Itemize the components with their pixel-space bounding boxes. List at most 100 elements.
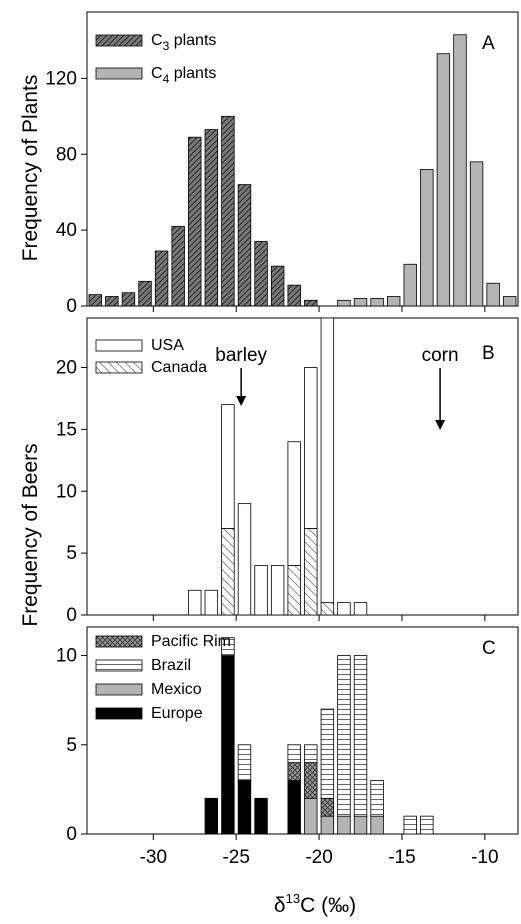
- panel-a-plants: 0 40 80 120 C3 plants C4 plants: [45, 11, 519, 317]
- bar-europe: [221, 655, 235, 835]
- bar-usa: [320, 317, 335, 604]
- bar-brazil: [353, 655, 368, 817]
- bar-usa: [270, 565, 285, 616]
- plot-frame-a: [86, 11, 519, 307]
- bar-c4-plants: [353, 298, 368, 307]
- legend-swatch-brazil: [95, 659, 143, 672]
- bar-c3-plants: [221, 115, 235, 307]
- legend-label-brazil: Brazil: [151, 657, 191, 674]
- bar-canada: [304, 527, 318, 616]
- legend-swatch-c4-plants: [95, 67, 143, 80]
- x-axis-label: δ13C (‰): [274, 891, 356, 917]
- bar-canada: [287, 565, 301, 616]
- legend-label-pacific-rim: Pacific Rim: [151, 633, 231, 650]
- bar-c4-plants: [370, 298, 384, 307]
- x-tick-label: -10: [471, 847, 498, 868]
- bar-europe: [254, 797, 268, 835]
- panel-letter-b: B: [482, 343, 495, 364]
- bar-c3-plants: [204, 129, 219, 307]
- bar-c4-plants: [453, 34, 467, 307]
- bar-usa: [337, 602, 351, 616]
- bar-c3-plants: [121, 292, 136, 307]
- panel-b-beers-north-america: 0 5 10 15 20 USA Canada barley corn: [56, 317, 519, 626]
- panel-c-beers-other-regions: 0 5 10 -30 -25 -20 -15 -10 Pacific Rim Brazil Mexi…: [56, 626, 519, 868]
- plot-frame-b: [86, 317, 519, 616]
- bar-pacific-rim: [287, 762, 301, 781]
- bar-usa: [254, 565, 268, 616]
- bar-europe: [287, 780, 301, 835]
- bar-brazil: [403, 815, 417, 835]
- bar-usa: [188, 589, 202, 616]
- y-tick-label: 40: [56, 220, 77, 241]
- bar-c4-plants: [436, 53, 451, 307]
- bar-c3-plants: [237, 184, 252, 307]
- legend-swatch-canada: [95, 361, 143, 374]
- bar-c4-plants: [486, 282, 500, 307]
- legend-label-canada: Canada: [151, 359, 207, 376]
- bar-usa: [204, 589, 219, 616]
- legend-label-c4-plants: C4 plants: [151, 65, 216, 86]
- y-tick-label: 0: [66, 605, 77, 626]
- panel-letter-c: C: [482, 638, 496, 659]
- x-tick-label: -25: [222, 847, 249, 868]
- x-axis-label-superscript: 13: [286, 891, 300, 906]
- y-tick-label: 10: [56, 481, 77, 502]
- bar-mexico: [304, 797, 318, 835]
- bar-c4-plants: [337, 299, 351, 307]
- bar-c4-plants: [469, 161, 484, 307]
- annotation-corn: corn: [422, 345, 459, 366]
- bar-brazil: [237, 744, 252, 781]
- bar-mexico: [337, 815, 351, 835]
- bar-c3-plants: [270, 265, 285, 307]
- bar-mexico: [370, 815, 384, 835]
- bar-usa: [237, 503, 252, 616]
- bar-c3-plants: [287, 284, 301, 307]
- bar-europe: [237, 780, 252, 835]
- panel-letter-a: A: [482, 33, 495, 54]
- bar-brazil: [304, 744, 318, 764]
- legend-swatch-c3-plants: [95, 34, 143, 47]
- y-tick-label: 120: [45, 68, 77, 89]
- x-tick-label: -30: [140, 847, 167, 868]
- x-axis-label-rest: C (‰): [300, 894, 356, 917]
- annotation-arrowhead-barley: [236, 396, 247, 406]
- bar-brazil: [221, 637, 235, 656]
- bar-usa: [304, 367, 318, 529]
- legend-swatch-europe: [95, 707, 143, 720]
- x-axis-label-delta: δ: [274, 894, 286, 917]
- y-tick-label: 0: [66, 296, 77, 317]
- bar-canada: [320, 602, 335, 616]
- annotation-barley: barley: [215, 345, 267, 366]
- bar-c3-plants: [138, 280, 152, 307]
- bar-mexico: [353, 815, 368, 835]
- y-tick-label: 5: [66, 735, 77, 756]
- bar-brazil: [337, 655, 351, 817]
- legend-swatch-pacific-rim: [95, 635, 143, 648]
- y-axis-label-beers: Frequency of Beers: [19, 443, 42, 626]
- bar-c3-plants: [304, 299, 318, 307]
- bar-usa: [221, 404, 235, 529]
- y-tick-label: 15: [56, 419, 77, 440]
- y-tick-label: 80: [56, 144, 77, 165]
- legend-label-europe: Europe: [151, 705, 203, 722]
- bar-c4-plants: [403, 263, 417, 307]
- bar-c4-plants: [420, 169, 434, 307]
- bar-europe: [204, 797, 219, 835]
- y-tick-label: 5: [66, 543, 77, 564]
- y-tick-label: 0: [66, 824, 77, 845]
- x-tick-label: -15: [388, 847, 415, 868]
- bar-pacific-rim: [304, 762, 318, 799]
- legend-swatch-usa: [95, 339, 143, 352]
- y-tick-label: 20: [56, 358, 77, 379]
- bar-c3-plants: [154, 250, 169, 307]
- plot-frame-c: [86, 626, 519, 835]
- bar-usa: [353, 602, 368, 616]
- bar-canada: [221, 527, 235, 616]
- annotation-arrowhead-corn: [435, 420, 446, 430]
- bar-c3-plants: [254, 241, 268, 307]
- bar-brazil: [287, 744, 301, 764]
- legend-label-mexico: Mexico: [151, 681, 202, 698]
- legend-label-c3-plants: C3 plants: [151, 32, 216, 53]
- bar-brazil: [320, 708, 335, 799]
